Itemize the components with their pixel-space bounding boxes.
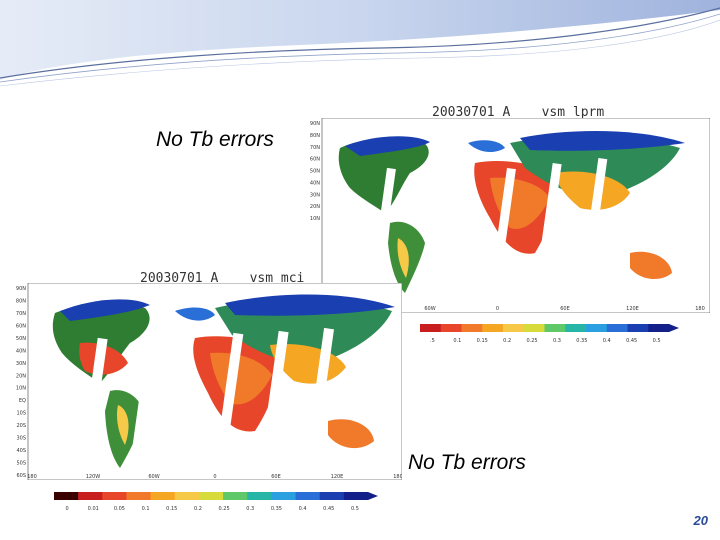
top-lat-tick: 20N [310,204,320,210]
bottom-lon-tick: 60W [148,474,159,480]
bottom-lat-tick: 60N [16,323,26,329]
map-title-lprm: 20030701_A vsm_lprm [432,105,605,120]
top-colorbar-segment [606,324,628,332]
bottom-colorbar-segment [247,492,272,500]
top-lat-tick: 60N [310,157,320,163]
bottom-colorbar-segment [223,492,248,500]
bottom-lon-tick: 0 [213,474,216,480]
bottom-colorbar-tick: 0.3 [246,506,254,512]
map-title-mci: 20030701_A vsm_mci [140,271,305,286]
bottom-colorbar-tick: 0.05 [114,506,125,512]
bottom-colorbar-segment [126,492,152,500]
top-lon-tick: 60E [560,306,570,312]
bottom-colorbar-tick: 0.4 [299,506,307,512]
top-lat-tick: 10N [310,216,320,222]
top-colorbar-tick: .5 [430,338,435,344]
bottom-lat-tick: 60S [16,473,26,479]
top-colorbar-tick: 0.35 [576,338,587,344]
bottom-lat-tick: 80N [16,298,26,304]
bottom-colorbar-arrow [368,492,378,500]
top-colorbar-segment [586,324,608,332]
top-lon-tick: 60W [424,306,435,312]
top-lon-tick: 0 [496,306,499,312]
top-lat-tick: 70N [310,145,320,151]
top-colorbar-tick: 0.5 [653,338,661,344]
bottom-colorbar-tick: 0.25 [219,506,230,512]
bottom-lon-tick: 180 [27,474,37,480]
top-colorbar-tick: 0.25 [526,338,537,344]
bottom-colorbar-tick: 0.2 [194,506,202,512]
colorbar-top: .5 0.1 0.15 0.2 0.25 0.3 0.35 0.4 0.45 0.5 [420,324,679,344]
bottom-lon-tick: 120E [331,474,344,480]
bottom-lon-tick: 120W [86,474,101,480]
top-colorbar-segment [482,324,504,332]
top-colorbar-segment [503,324,525,332]
bottom-lat-tick: 40N [16,348,26,354]
top-lon-tick: 180 [695,306,705,312]
colorbar-bottom: 0 0.01 0.05 0.1 0.15 0.2 0.25 0.3 0.35 0.4 0.45 0.5 [54,492,378,512]
page-number: 20 [693,513,708,528]
bottom-lat-tick: 30N [16,361,26,367]
map-vsm-mci: 90N 80N 70N 60N 50N 40N 30N 20N 10N EQ 10S 20S 30S 40… [0,283,402,480]
bottom-lon-tick: 60E [271,474,281,480]
top-colorbar-tick: 0.2 [503,338,511,344]
top-colorbar-tick: 0.15 [477,338,488,344]
lat-ticks-top: 90N 80N 70N 60N 50N 40N 30N 20N 10N [310,121,320,222]
top-colorbar-segment [420,324,442,332]
bottom-lon-tick: 180 [393,474,402,480]
top-lat-tick: 40N [310,180,320,186]
bottom-colorbar-tick: 0.35 [271,506,282,512]
top-colorbar-tick: 0.4 [603,338,611,344]
bottom-colorbar-tick: 0.01 [88,506,99,512]
bottom-colorbar-segment [198,492,224,500]
bottom-colorbar-tick: 0.45 [323,506,334,512]
header-swoosh-decoration [0,0,720,87]
top-colorbar-segment [461,324,483,332]
bottom-colorbar-segment [150,492,176,500]
bottom-lat-tick: 10N [16,386,26,392]
top-colorbar-tick: 0.1 [453,338,461,344]
bottom-lat-tick: 10S [16,411,26,417]
bottom-colorbar-segment [54,492,79,500]
bottom-lat-tick: 90N [16,286,26,292]
bottom-lat-tick: 70N [16,311,26,317]
bottom-colorbar-tick: 0 [65,506,68,512]
top-lat-tick: 50N [310,169,320,175]
top-colorbar-tick: 0.45 [626,338,637,344]
label-no-tb-errors-bottom: No Tb errors [408,451,526,474]
top-colorbar-segment [565,324,587,332]
top-colorbar-segment [440,324,462,332]
bottom-colorbar-segment [295,492,321,500]
bottom-colorbar-segment [78,492,103,500]
bottom-colorbar-tick: 0.5 [351,506,359,512]
bottom-colorbar-segment [271,492,296,500]
top-colorbar-arrow [669,324,679,332]
map-vsm-lprm: 90N 80N 70N 60N 50N 40N 30N 20N 10N 60W 0 60E 120E 1… [300,118,710,313]
top-colorbar-segment [523,324,545,332]
bottom-colorbar-tick: 0.15 [166,506,177,512]
top-lat-tick: 30N [310,192,320,198]
bottom-colorbar-segment [174,492,200,500]
bottom-lat-tick: 20N [16,373,26,379]
bottom-lat-tick: 20S [16,423,26,429]
top-colorbar-segment [544,324,566,332]
top-colorbar-tick: 0.3 [553,338,561,344]
top-lat-tick: 80N [310,133,320,139]
bottom-lat-tick: 50N [16,336,26,342]
top-lat-tick: 90N [310,121,320,127]
label-no-tb-errors-top: No Tb errors [156,128,274,151]
top-colorbar-segment [627,324,649,332]
bottom-colorbar-segment [102,492,127,500]
bottom-lat-tick: EQ [19,398,26,404]
top-lon-tick: 120E [626,306,639,312]
bottom-colorbar-segment [343,492,369,500]
top-colorbar-segment [648,324,670,332]
bottom-lat-tick: 30S [16,436,26,442]
bottom-lat-tick: 40S [16,448,26,454]
lon-ticks-top: 60W 0 60E 120E 180 [424,306,704,312]
bottom-lat-tick: 50S [16,461,26,467]
bottom-colorbar-tick: 0.1 [142,506,150,512]
bottom-colorbar-segment [319,492,345,500]
